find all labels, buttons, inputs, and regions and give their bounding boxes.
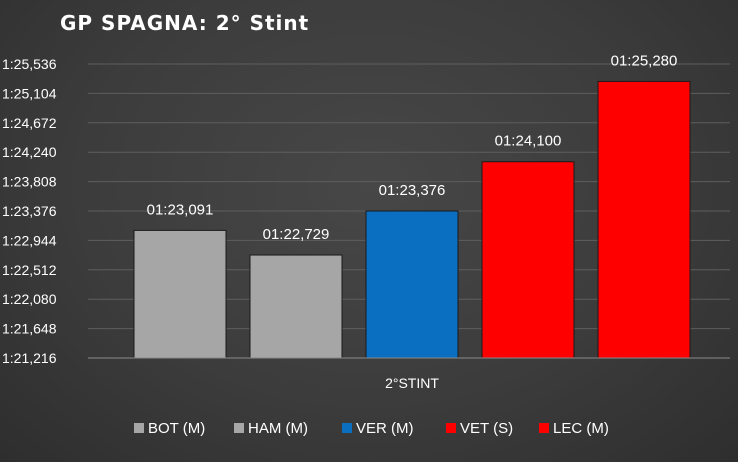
legend-swatch [539, 423, 549, 433]
legend-swatch [342, 423, 352, 433]
data-label: 01:24,100 [495, 133, 562, 150]
category-label: 2°STINT [385, 375, 439, 391]
data-label: 01:22,729 [263, 226, 330, 243]
data-label: 01:23,376 [379, 182, 446, 199]
y-axis-ticks: 1:21,216 1:21,648 1:22,080 1:22,512 1:22,944… [2, 56, 57, 366]
legend-label: VER (M) [356, 420, 414, 437]
bar-lec [597, 80, 691, 359]
bar-vet [481, 161, 575, 359]
legend-label: VET (S) [460, 420, 513, 437]
y-tick-label: 1:24,672 [2, 115, 57, 131]
legend-label: BOT (M) [148, 420, 205, 437]
data-label: 01:23,091 [147, 201, 214, 218]
y-tick-label: 1:21,648 [2, 321, 57, 337]
legend-label: LEC (M) [553, 420, 609, 437]
data-label: 01:25,280 [611, 52, 678, 69]
legend-swatch [446, 423, 456, 433]
y-tick-label: 1:23,808 [2, 174, 57, 190]
legend: BOT (M) HAM (M) VER (M) VET (S) LEC (M) [134, 420, 609, 437]
bar-ver [365, 210, 459, 359]
y-tick-label: 1:21,216 [2, 350, 57, 366]
y-tick-label: 1:22,512 [2, 262, 57, 278]
data-labels: 01:23,091 01:22,729 01:23,376 01:24,100 01:2… [147, 52, 678, 243]
y-tick-label: 1:22,080 [2, 291, 57, 307]
bar-ham [249, 254, 343, 359]
bar-bot [133, 229, 227, 359]
y-tick-label: 1:23,376 [2, 203, 57, 219]
legend-swatch [234, 423, 244, 433]
y-tick-label: 1:25,104 [2, 85, 57, 101]
legend-swatch [134, 423, 144, 433]
y-tick-label: 1:22,944 [2, 232, 57, 248]
y-tick-label: 1:24,240 [2, 144, 57, 160]
chart-title: GP SPAGNA: 2° Stint [60, 11, 309, 35]
y-tick-label: 1:25,536 [2, 56, 57, 72]
legend-label: HAM (M) [248, 420, 308, 437]
